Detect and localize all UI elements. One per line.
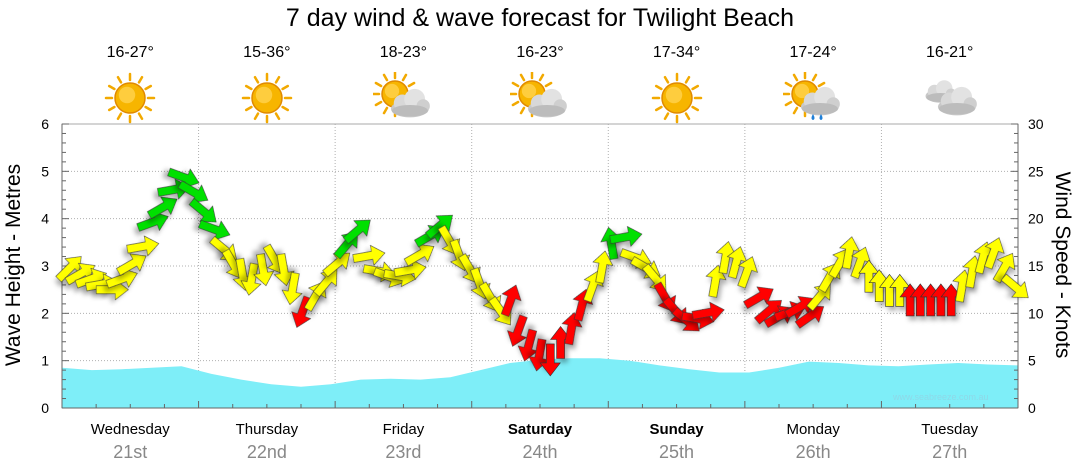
y-axis-label-left: Wave Height - Metres [2,163,25,367]
day-date: 24th [522,442,558,462]
wind-arrow [561,312,583,346]
wind-arrow [322,252,351,278]
day-temp-range: 16-21° [926,44,974,61]
y-tick-label: 4 [41,211,49,227]
day-name: Friday [382,421,425,438]
wind-arrow [592,250,614,284]
wind-arrow [984,237,1005,270]
wind-arrow [352,244,386,266]
wave-height-area [62,358,1018,408]
y2-tick-label: 0 [1028,400,1036,416]
y-tick-label: 2 [41,305,49,321]
day-name: Sunday [649,421,704,438]
chart-title: 7 day wind & wave forecast for Twilight … [285,4,795,32]
day-name: Saturday [507,421,573,438]
wind-arrow [126,235,160,257]
sun-icon [647,72,707,124]
wind-arrow [115,253,147,276]
y-tick-labels: 0 1 2 3 4 5 6 0 5 10 15 20 25 30 [41,116,1044,416]
wind-arrow [188,197,217,223]
chart-axes [61,123,1019,409]
wind-arrow [992,252,1016,284]
day-temp-range: 17-24° [789,44,837,61]
y-tick-label: 3 [41,258,49,274]
day-temp-range: 16-27° [106,44,154,61]
wind-arrow [281,272,303,306]
day-date: 27th [932,442,968,462]
y2-tick-label: 5 [1028,353,1036,369]
day-date: 23rd [385,442,422,462]
y2-tick-label: 10 [1028,305,1044,321]
day-name: Tuesday [921,421,979,438]
day-date: 22nd [246,442,287,462]
day-date: 25th [659,442,695,462]
day-temp-range: 18-23° [379,44,428,61]
y-axis-label-right: Wind Speed - Knots [1051,171,1074,359]
wind-arrow [539,343,561,377]
wind-arrow [609,225,643,247]
wind-arrows [55,167,1029,377]
wind-arrow [507,314,528,347]
day-date: 26th [795,442,831,462]
day-temp-range: 16-23° [516,44,564,61]
wind-arrow [691,301,725,323]
sun-icon [237,72,297,124]
wind-arrow [1000,273,1029,299]
sun-icon [100,72,160,124]
partly-cloudy-icon [508,70,570,124]
partly-cloudy-icon [372,70,433,124]
day-date: 21st [113,442,148,462]
wind-arrow [737,256,758,289]
y-tick-label: 6 [41,116,49,132]
day-temp-range: 17-34° [652,44,701,61]
y-tick-label: 1 [41,353,49,369]
wind-arrow [839,236,861,270]
y2-tick-label: 30 [1028,116,1044,132]
y-tick-label: 5 [41,163,49,179]
y-tick-label: 0 [41,400,49,416]
watermark: www.seabreeze.com.au [893,392,989,402]
day-temp-range: 15-36° [243,44,291,61]
y2-tick-label: 25 [1028,163,1044,179]
day-name: Thursday [235,421,299,438]
day-name: Wednesday [90,421,170,438]
wind-arrow [240,262,262,296]
y2-tick-label: 15 [1028,258,1044,274]
y2-tick-label: 20 [1028,211,1044,227]
cloudy-icon [920,72,980,124]
wind-arrow [705,264,727,298]
wind-arrow [743,286,774,309]
showers-icon [781,70,843,124]
wind-arrow [312,269,338,298]
wind-arrow [342,219,371,245]
wind-arrow [500,284,522,317]
wind-arrow [253,253,275,287]
wind-arrow [273,253,295,287]
wind-arrow [146,196,178,220]
day-name: Monday [786,421,840,438]
